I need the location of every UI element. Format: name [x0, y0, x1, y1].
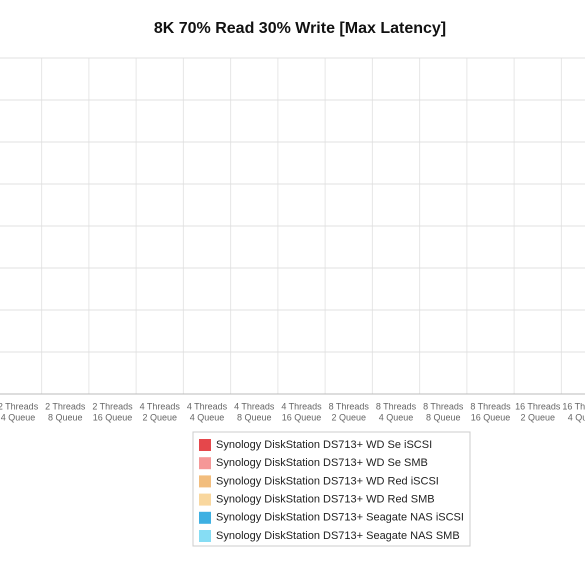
- x-tick-label: 2 Queue: [142, 412, 177, 422]
- x-tick-label: 16 Queue: [282, 412, 322, 422]
- x-tick-label: 8 Threads: [376, 401, 417, 411]
- x-tick-label: 2 Queue: [520, 412, 555, 422]
- x-tick-label: 8 Threads: [329, 401, 370, 411]
- x-tick-label: 16 Queue: [471, 412, 511, 422]
- legend-label: Synology DiskStation DS713+ WD Se SMB: [216, 457, 428, 469]
- x-tick-label: 2 Threads: [45, 401, 86, 411]
- x-tick-label: 4 Threads: [234, 401, 275, 411]
- legend-label: Synology DiskStation DS713+ WD Red SMB: [216, 494, 435, 506]
- legend-box: [192, 431, 471, 547]
- x-tick-label: 16 Threads: [515, 401, 561, 411]
- legend-swatch: [199, 511, 211, 524]
- x-tick-label: 4 Threads: [140, 401, 181, 411]
- legend-label: Synology DiskStation DS713+ Seagate NAS …: [216, 512, 464, 524]
- chart-title: 8K 70% Read 30% Write [Max Latency]: [154, 20, 446, 37]
- x-tick-label: 8 Threads: [470, 401, 511, 411]
- x-tick-label: 8 Threads: [423, 401, 464, 411]
- x-tick-label: 2 Threads: [92, 401, 133, 411]
- legend-swatch: [199, 475, 211, 488]
- legend-label: Synology DiskStation DS713+ Seagate NAS …: [216, 530, 460, 542]
- legend-swatch: [199, 530, 211, 542]
- x-tick-label: 4 Queue: [1, 412, 36, 422]
- x-tick-label: 2 Queue: [331, 412, 366, 422]
- x-tick-label: 8 Queue: [48, 412, 83, 422]
- legend-swatch: [199, 457, 211, 470]
- legend-label: Synology DiskStation DS713+ WD Se iSCSI: [216, 439, 432, 451]
- x-tick-label: 2 Threads: [0, 401, 39, 411]
- x-tick-label: 4 Queue: [190, 412, 225, 422]
- x-tick-label: 8 Queue: [426, 412, 461, 422]
- x-tick-label: 4 Threads: [187, 401, 228, 411]
- legend-label: Synology DiskStation DS713+ WD Red iSCSI: [216, 475, 439, 487]
- x-tick-label: 4 Queue: [568, 412, 585, 422]
- legend-swatch: [199, 439, 211, 451]
- x-tick-label: 4 Queue: [379, 412, 414, 422]
- x-tick-label: 16 Threads: [562, 401, 585, 411]
- x-tick-label: 4 Threads: [281, 401, 322, 411]
- legend-swatch: [199, 493, 211, 506]
- x-tick-label: 8 Queue: [237, 412, 272, 422]
- x-tick-label: 16 Queue: [93, 412, 133, 422]
